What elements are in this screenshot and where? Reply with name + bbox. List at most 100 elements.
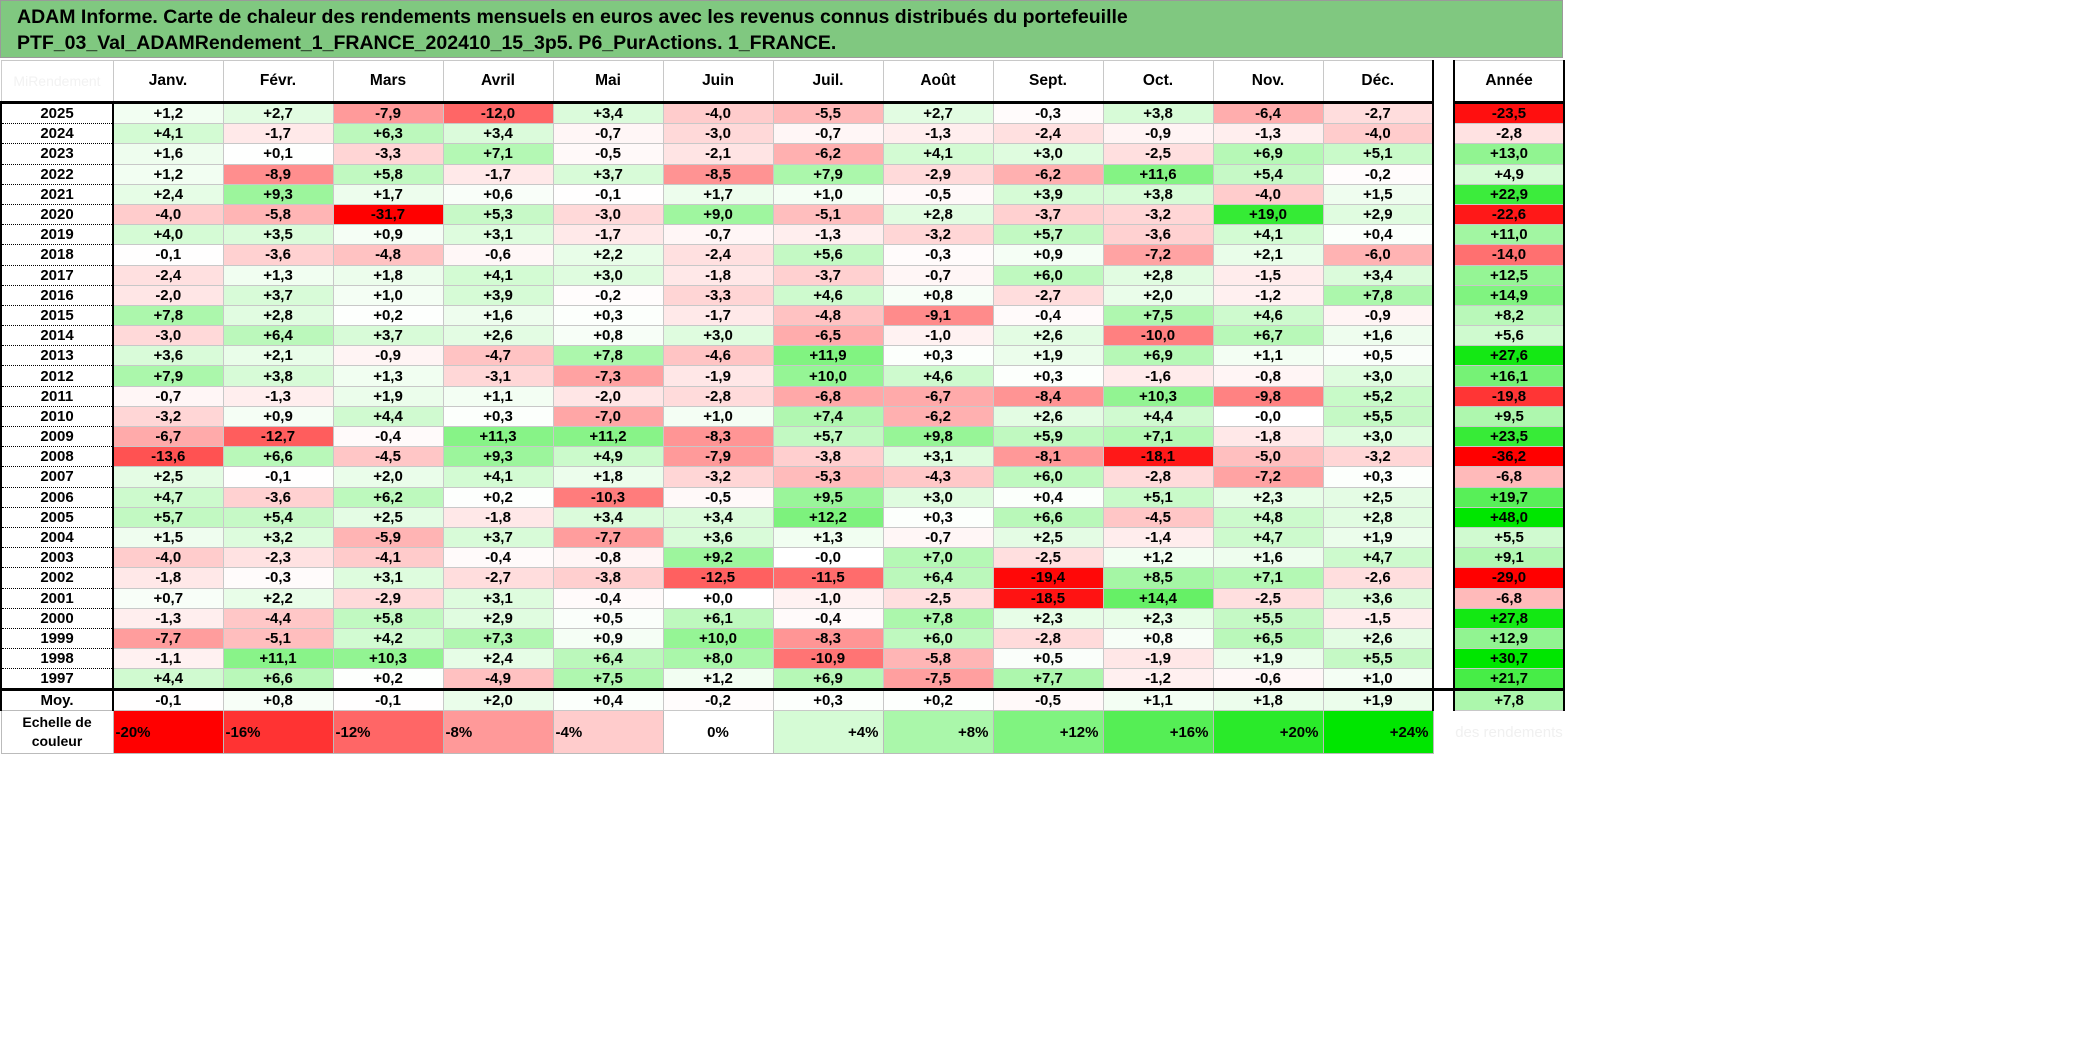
heatmap-cell: +0,2 <box>332 304 444 327</box>
row-year-label: 2008 <box>0 446 114 468</box>
heatmap-cell: -6,5 <box>772 325 884 347</box>
heatmap-cell: -1,7 <box>222 123 334 145</box>
heatmap-cell: +1,2 <box>112 163 224 185</box>
heatmap-cell: +6,6 <box>222 668 334 691</box>
heatmap-cell: +6,4 <box>552 648 664 670</box>
heatmap-cell: -3,2 <box>1322 446 1434 468</box>
column-gap <box>1432 648 1455 669</box>
heatmap-cell: +4,6 <box>1212 304 1324 327</box>
year-total-cell: -2,8 <box>1453 123 1565 145</box>
color-scale-step: +20% <box>1212 710 1324 755</box>
heatmap-cell: -5,1 <box>222 627 334 650</box>
heatmap-cell: -4,8 <box>332 244 444 266</box>
heatmap-cell: +2,6 <box>1322 627 1434 650</box>
heatmap-cell: +1,9 <box>1322 526 1434 549</box>
column-gap <box>1432 386 1455 407</box>
year-total-cell: +16,1 <box>1453 365 1565 387</box>
column-gap <box>1432 507 1455 528</box>
row-year-label: 2024 <box>0 123 114 145</box>
column-gap <box>1432 446 1455 467</box>
heatmap-cell: -4,5 <box>1102 506 1214 528</box>
heatmap-cell: +4,1 <box>882 143 994 165</box>
column-gap <box>1432 487 1455 508</box>
year-total-cell: -6,8 <box>1453 466 1565 488</box>
heatmap-cell: -2,9 <box>332 587 444 609</box>
color-scale-step: -16% <box>222 710 334 755</box>
heatmap-cell: -0,9 <box>1322 304 1434 327</box>
heatmap-cell: +7,8 <box>882 607 994 629</box>
heatmap-cell: +5,8 <box>332 607 444 629</box>
heatmap-cell: +9,3 <box>442 446 554 468</box>
heatmap-cell: +3,4 <box>662 506 774 528</box>
heatmap-cell: -3,0 <box>552 203 664 226</box>
heatmap-cell: +2,0 <box>1102 284 1214 306</box>
row-year-label: 2015 <box>0 304 114 327</box>
heatmap-cell: +3,8 <box>222 365 334 387</box>
average-cell: +1,9 <box>1322 688 1434 712</box>
column-header-9: Oct. <box>1102 60 1214 104</box>
heatmap-cell: -0,0 <box>772 547 884 569</box>
heatmap-cell: -4,0 <box>662 101 774 125</box>
year-total-cell: -14,0 <box>1453 244 1565 266</box>
heatmap-cell: +4,8 <box>1212 506 1324 528</box>
heatmap-cell: +11,2 <box>552 425 664 448</box>
average-cell: +1,1 <box>1102 688 1214 712</box>
column-gap <box>1432 184 1455 205</box>
heatmap-cell: -2,6 <box>1322 567 1434 589</box>
heatmap-cell: +3,6 <box>112 345 224 367</box>
row-year-label: 2018 <box>0 244 114 266</box>
table-row: 2006 +4,7 -3,6 +6,2 +0,2 -10,3 -0,5 +9,5 +3,0 +0,… <box>0 486 1565 508</box>
heatmap-cell: +2,5 <box>992 526 1104 549</box>
heatmap-cell: +3,1 <box>442 587 554 609</box>
heatmap-cell: +10,3 <box>1102 385 1214 407</box>
heatmap-cell: -8,5 <box>662 163 774 185</box>
heatmap-cell: +2,3 <box>1212 486 1324 508</box>
heatmap-cell: -1,0 <box>772 587 884 609</box>
row-year-label: 2014 <box>0 325 114 347</box>
column-gap <box>1432 224 1455 245</box>
heatmap-cell: -0,1 <box>552 183 664 205</box>
column-gap <box>1432 345 1455 366</box>
heatmap-cell: -0,5 <box>882 183 994 205</box>
heatmap-cell: +3,4 <box>442 123 554 145</box>
heatmap-cell: +3,4 <box>552 506 664 528</box>
heatmap-cell: +1,7 <box>662 183 774 205</box>
heatmap-cell: -1,0 <box>882 325 994 347</box>
heatmap-cell: -3,7 <box>992 203 1104 226</box>
heatmap-cell: +1,0 <box>772 183 884 205</box>
row-year-label: 2011 <box>0 385 114 407</box>
heatmap-cell: +3,7 <box>222 284 334 306</box>
heatmap-cell: -0,0 <box>1212 405 1324 428</box>
heatmap-cell: +0,9 <box>222 405 334 428</box>
heatmap-cell: +9,2 <box>662 547 774 569</box>
heatmap-cell: +2,4 <box>112 183 224 205</box>
color-scale-step: -4% <box>552 710 664 755</box>
heatmap-cell: -4,0 <box>1322 123 1434 145</box>
heatmap-cell: -3,2 <box>1102 203 1214 226</box>
row-year-label: 2004 <box>0 526 114 549</box>
heatmap-cell: -0,4 <box>552 587 664 609</box>
heatmap-cell: +4,7 <box>1212 526 1324 549</box>
column-header-4: Mai <box>552 60 664 104</box>
heatmap-cell: -0,4 <box>992 304 1104 327</box>
average-cell: +0,8 <box>222 688 334 712</box>
heatmap-cell: +0,3 <box>882 506 994 528</box>
heatmap-cell: +2,5 <box>112 466 224 488</box>
report-title-line1: ADAM Informe. Carte de chaleur des rende… <box>17 6 1128 28</box>
heatmap-cell: -6,2 <box>882 405 994 428</box>
heatmap-cell: +2,7 <box>222 101 334 125</box>
heatmap-cell: -13,6 <box>112 446 224 468</box>
heatmap-cell: -2,0 <box>112 284 224 306</box>
year-total-cell: -19,8 <box>1453 385 1565 407</box>
heatmap-cell: -5,8 <box>222 203 334 226</box>
heatmap-cell: +6,9 <box>1102 345 1214 367</box>
heatmap-cell: -8,3 <box>662 425 774 448</box>
heatmap-cell: +7,5 <box>552 668 664 691</box>
table-row: 1999 -7,7 -5,1 +4,2 +7,3 +0,9 +10,0 -8,3 +6,0 -2,… <box>0 627 1565 650</box>
heatmap-cell: +5,1 <box>1322 143 1434 165</box>
heatmap-cell: -8,9 <box>222 163 334 185</box>
column-gap <box>1432 305 1455 326</box>
heatmap-cell: +0,5 <box>1322 345 1434 367</box>
heatmap-cell: +5,3 <box>442 203 554 226</box>
heatmap-cell: +6,0 <box>992 264 1104 286</box>
